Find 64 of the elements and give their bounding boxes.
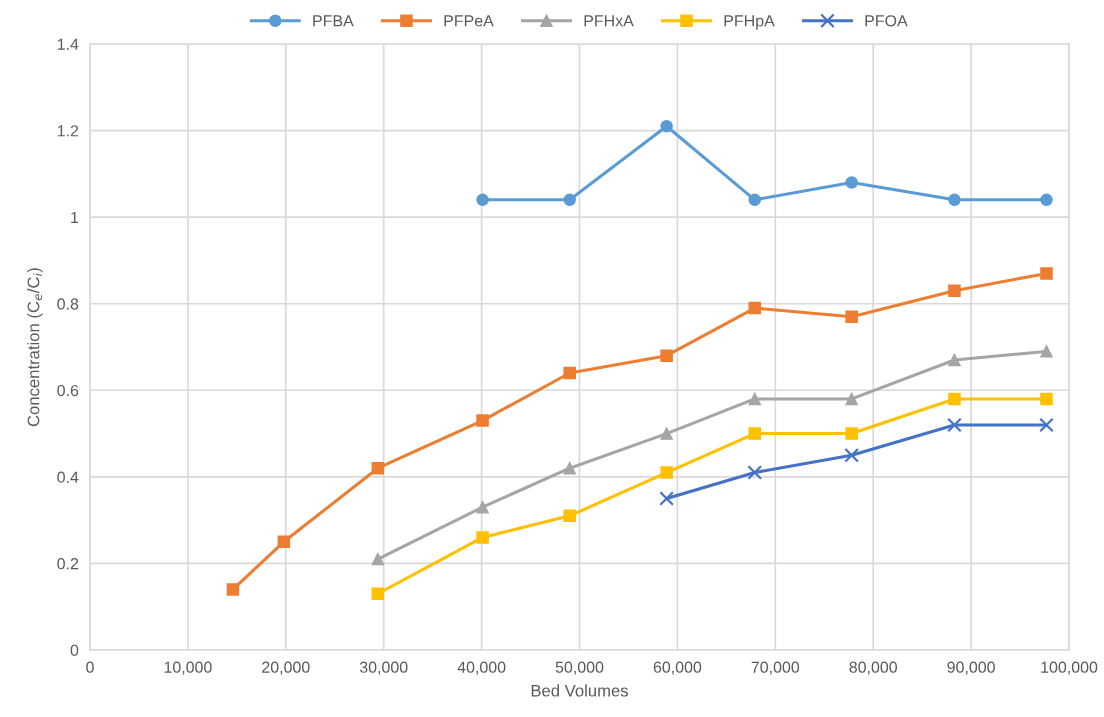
point bbox=[371, 552, 385, 566]
point bbox=[563, 509, 576, 523]
legend-label: PFPeA bbox=[444, 15, 494, 27]
legend-label: PFBA bbox=[313, 15, 354, 27]
point bbox=[844, 447, 860, 463]
y-tick-label: 0.6 bbox=[57, 384, 79, 397]
point bbox=[659, 491, 674, 506]
point bbox=[563, 461, 576, 475]
point bbox=[947, 417, 962, 433]
y-tick-label: 0.8 bbox=[57, 298, 79, 310]
point bbox=[1040, 345, 1053, 358]
point bbox=[948, 193, 961, 207]
legend-label: PFHpA bbox=[724, 15, 775, 30]
y-tick-label: 1 bbox=[71, 211, 79, 223]
point bbox=[1040, 193, 1053, 207]
point bbox=[277, 535, 291, 549]
x-tick-label: 50,000 bbox=[555, 661, 604, 675]
x-tick-label: 30,000 bbox=[359, 661, 408, 675]
point bbox=[748, 301, 761, 315]
point bbox=[660, 466, 673, 479]
point bbox=[371, 587, 385, 600]
point bbox=[476, 414, 489, 427]
x-tick-label: 0 bbox=[86, 661, 94, 673]
point bbox=[226, 583, 240, 596]
point bbox=[563, 366, 576, 380]
point bbox=[747, 465, 763, 480]
point bbox=[748, 193, 761, 207]
x-tick-label: 80,000 bbox=[849, 661, 897, 675]
x-axis-title: Bed Volumes bbox=[531, 684, 629, 697]
x-tick-label: 70,000 bbox=[751, 661, 800, 675]
point bbox=[748, 427, 761, 440]
y-tick-label: 1.2 bbox=[57, 125, 79, 137]
point bbox=[476, 193, 489, 207]
x-tick-label: 10,000 bbox=[164, 661, 212, 675]
point bbox=[948, 353, 961, 367]
point bbox=[845, 176, 858, 189]
y-tick-label: 1.4 bbox=[57, 38, 79, 50]
point bbox=[845, 310, 858, 323]
point bbox=[1040, 267, 1053, 280]
point bbox=[1040, 392, 1053, 406]
point bbox=[371, 461, 385, 475]
y-axis-title: Concentration (C$_{e}$/C$_{i}$) bbox=[27, 268, 43, 427]
legend-label: PFOA bbox=[865, 15, 908, 27]
point bbox=[476, 500, 489, 514]
x-tick-label: 40,000 bbox=[457, 661, 506, 675]
point bbox=[1039, 417, 1054, 433]
point bbox=[845, 427, 858, 440]
legend-label: PFHxA bbox=[584, 15, 634, 27]
point bbox=[660, 349, 673, 362]
x-tick-label: 60,000 bbox=[653, 661, 702, 675]
x-tick-label: 100,000 bbox=[1041, 661, 1098, 675]
x-tick-label: 90,000 bbox=[947, 661, 995, 675]
y-tick-label: 0 bbox=[70, 644, 79, 656]
y-tick-label: 0.4 bbox=[57, 471, 79, 483]
x-tick-label: 20,000 bbox=[262, 661, 310, 675]
point bbox=[476, 531, 489, 544]
point bbox=[748, 392, 761, 406]
point bbox=[948, 392, 961, 406]
point bbox=[660, 427, 673, 440]
point bbox=[845, 392, 858, 406]
y-tick-label: 0.2 bbox=[57, 558, 79, 570]
point bbox=[660, 119, 673, 133]
point bbox=[948, 284, 961, 297]
point bbox=[563, 193, 576, 207]
